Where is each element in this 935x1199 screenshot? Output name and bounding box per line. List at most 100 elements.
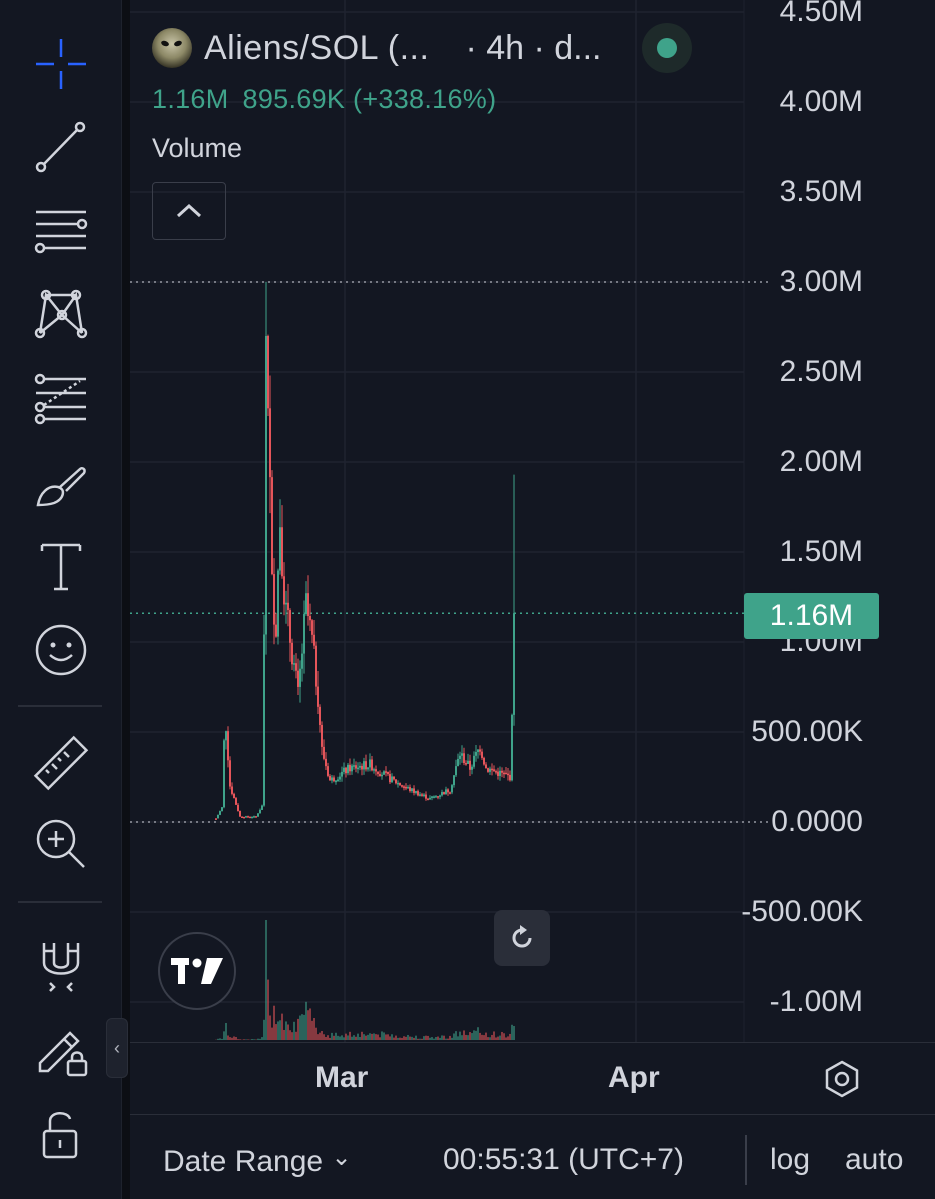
volume-bar [301,1014,303,1040]
volume-bar [319,1032,321,1040]
volume-bar [279,1020,281,1040]
unlock-tool[interactable] [20,1098,102,1170]
collapse-legend-button[interactable] [152,182,226,240]
volume-bar [385,1034,387,1040]
time-axis[interactable]: Mar Apr [130,1042,935,1114]
emoji-tool[interactable] [20,614,102,686]
timezone-clock[interactable]: 00:55:31 (UTC+7) [443,1143,684,1176]
reset-chart-button[interactable] [494,910,550,966]
toolbar-divider [18,901,102,903]
candle-body [343,767,345,772]
volume-bar [419,1038,421,1040]
volume-bar [383,1032,385,1040]
volume-bar [453,1033,455,1040]
chart-canvas[interactable] [130,0,935,1042]
volume-bar [337,1035,339,1040]
candle-body [231,786,233,794]
candle-body [451,785,453,793]
volume-bar [379,1037,381,1040]
market-status-indicator[interactable] [641,23,692,73]
volume-bar [413,1037,415,1040]
volume-bar [503,1033,505,1040]
candle-body [397,782,399,785]
volume-bar [331,1032,333,1040]
candle-body [423,794,425,797]
current-price-tag: 1.16M [744,593,879,639]
candle-body [443,792,445,795]
candle-body [439,795,441,797]
zoom-tool[interactable] [20,808,102,880]
toolbar-collapse-handle[interactable]: ‹ [106,1018,128,1078]
crosshair-icon [36,39,86,89]
volume-bar [359,1037,361,1040]
candle-body [465,763,467,765]
volume-bar [445,1038,447,1040]
volume-bar [313,1018,315,1040]
volume-bar [511,1024,513,1040]
volume-bar [389,1036,391,1040]
volume-bar [457,1036,459,1040]
candle-body [353,765,355,767]
zoom-in-icon [36,819,85,868]
chart-settings-button[interactable] [822,1059,862,1099]
price-change: 895.69K (+338.16%) [242,84,497,114]
symbol-interval[interactable]: · 4h · d... [465,28,602,67]
chart-area[interactable]: Aliens/SOL (... · 4h · d... 1.16M 895.69K… [130,0,935,1199]
log-scale-toggle[interactable]: log [770,1143,811,1176]
volume-indicator-label[interactable]: Volume [152,133,243,163]
fib-tool[interactable] [20,362,102,434]
candle-body [319,706,321,725]
volume-bar [245,1039,247,1040]
crosshair-tool[interactable] [20,28,102,100]
candle-body [467,760,469,764]
symbol-name[interactable]: Aliens/SOL (... [204,28,430,67]
trend-line-icon [35,121,86,173]
volume-bar [481,1034,483,1040]
status-dot-icon [656,38,677,58]
candle-body [473,755,475,767]
price-axis-label: 4.50M [779,0,863,28]
magnet-tool[interactable] [20,928,102,1000]
candle-body [487,768,489,772]
candle-body [357,767,359,770]
volume-bar [263,1019,265,1040]
brush-icon [36,466,86,507]
candle-body [291,642,293,665]
volume-bar [261,1037,263,1040]
ruler-tool[interactable] [20,727,102,799]
trend-line-tool[interactable] [20,110,102,182]
lock-drawings-tool[interactable] [20,1012,102,1084]
volume-bar [369,1033,371,1040]
date-range-button[interactable]: Date Range ⌄ [163,1143,352,1179]
candle-body [407,787,409,789]
candle-body [409,787,411,792]
auto-scale-toggle[interactable]: auto [845,1143,904,1176]
settings-hexagon-icon [825,1060,859,1098]
volume-bar [463,1030,465,1040]
tradingview-logo[interactable] [158,932,236,1010]
pattern-tool[interactable] [20,276,102,348]
candle-body [445,789,447,795]
horizontal-lines-tool[interactable] [20,193,102,265]
candle-body [325,758,327,767]
volume-bar [487,1037,489,1040]
candle-body [313,634,315,646]
candle-body [483,757,485,765]
volume-bar [375,1034,377,1040]
candle-body [249,816,251,819]
candle-body [341,771,343,777]
candle-body [395,779,397,784]
brush-tool[interactable] [20,448,102,520]
candle-body [329,775,331,781]
candle-body [377,771,379,774]
volume-bar [387,1034,389,1040]
candle-body [243,816,245,819]
volume-bar [373,1033,375,1040]
volume-bar [233,1036,235,1040]
volume-bar [295,1031,297,1040]
volume-bar [275,1024,277,1040]
volume-bar [427,1035,429,1040]
text-tool[interactable] [20,530,102,602]
candle-body [247,816,249,818]
volume-bar [321,1031,323,1040]
